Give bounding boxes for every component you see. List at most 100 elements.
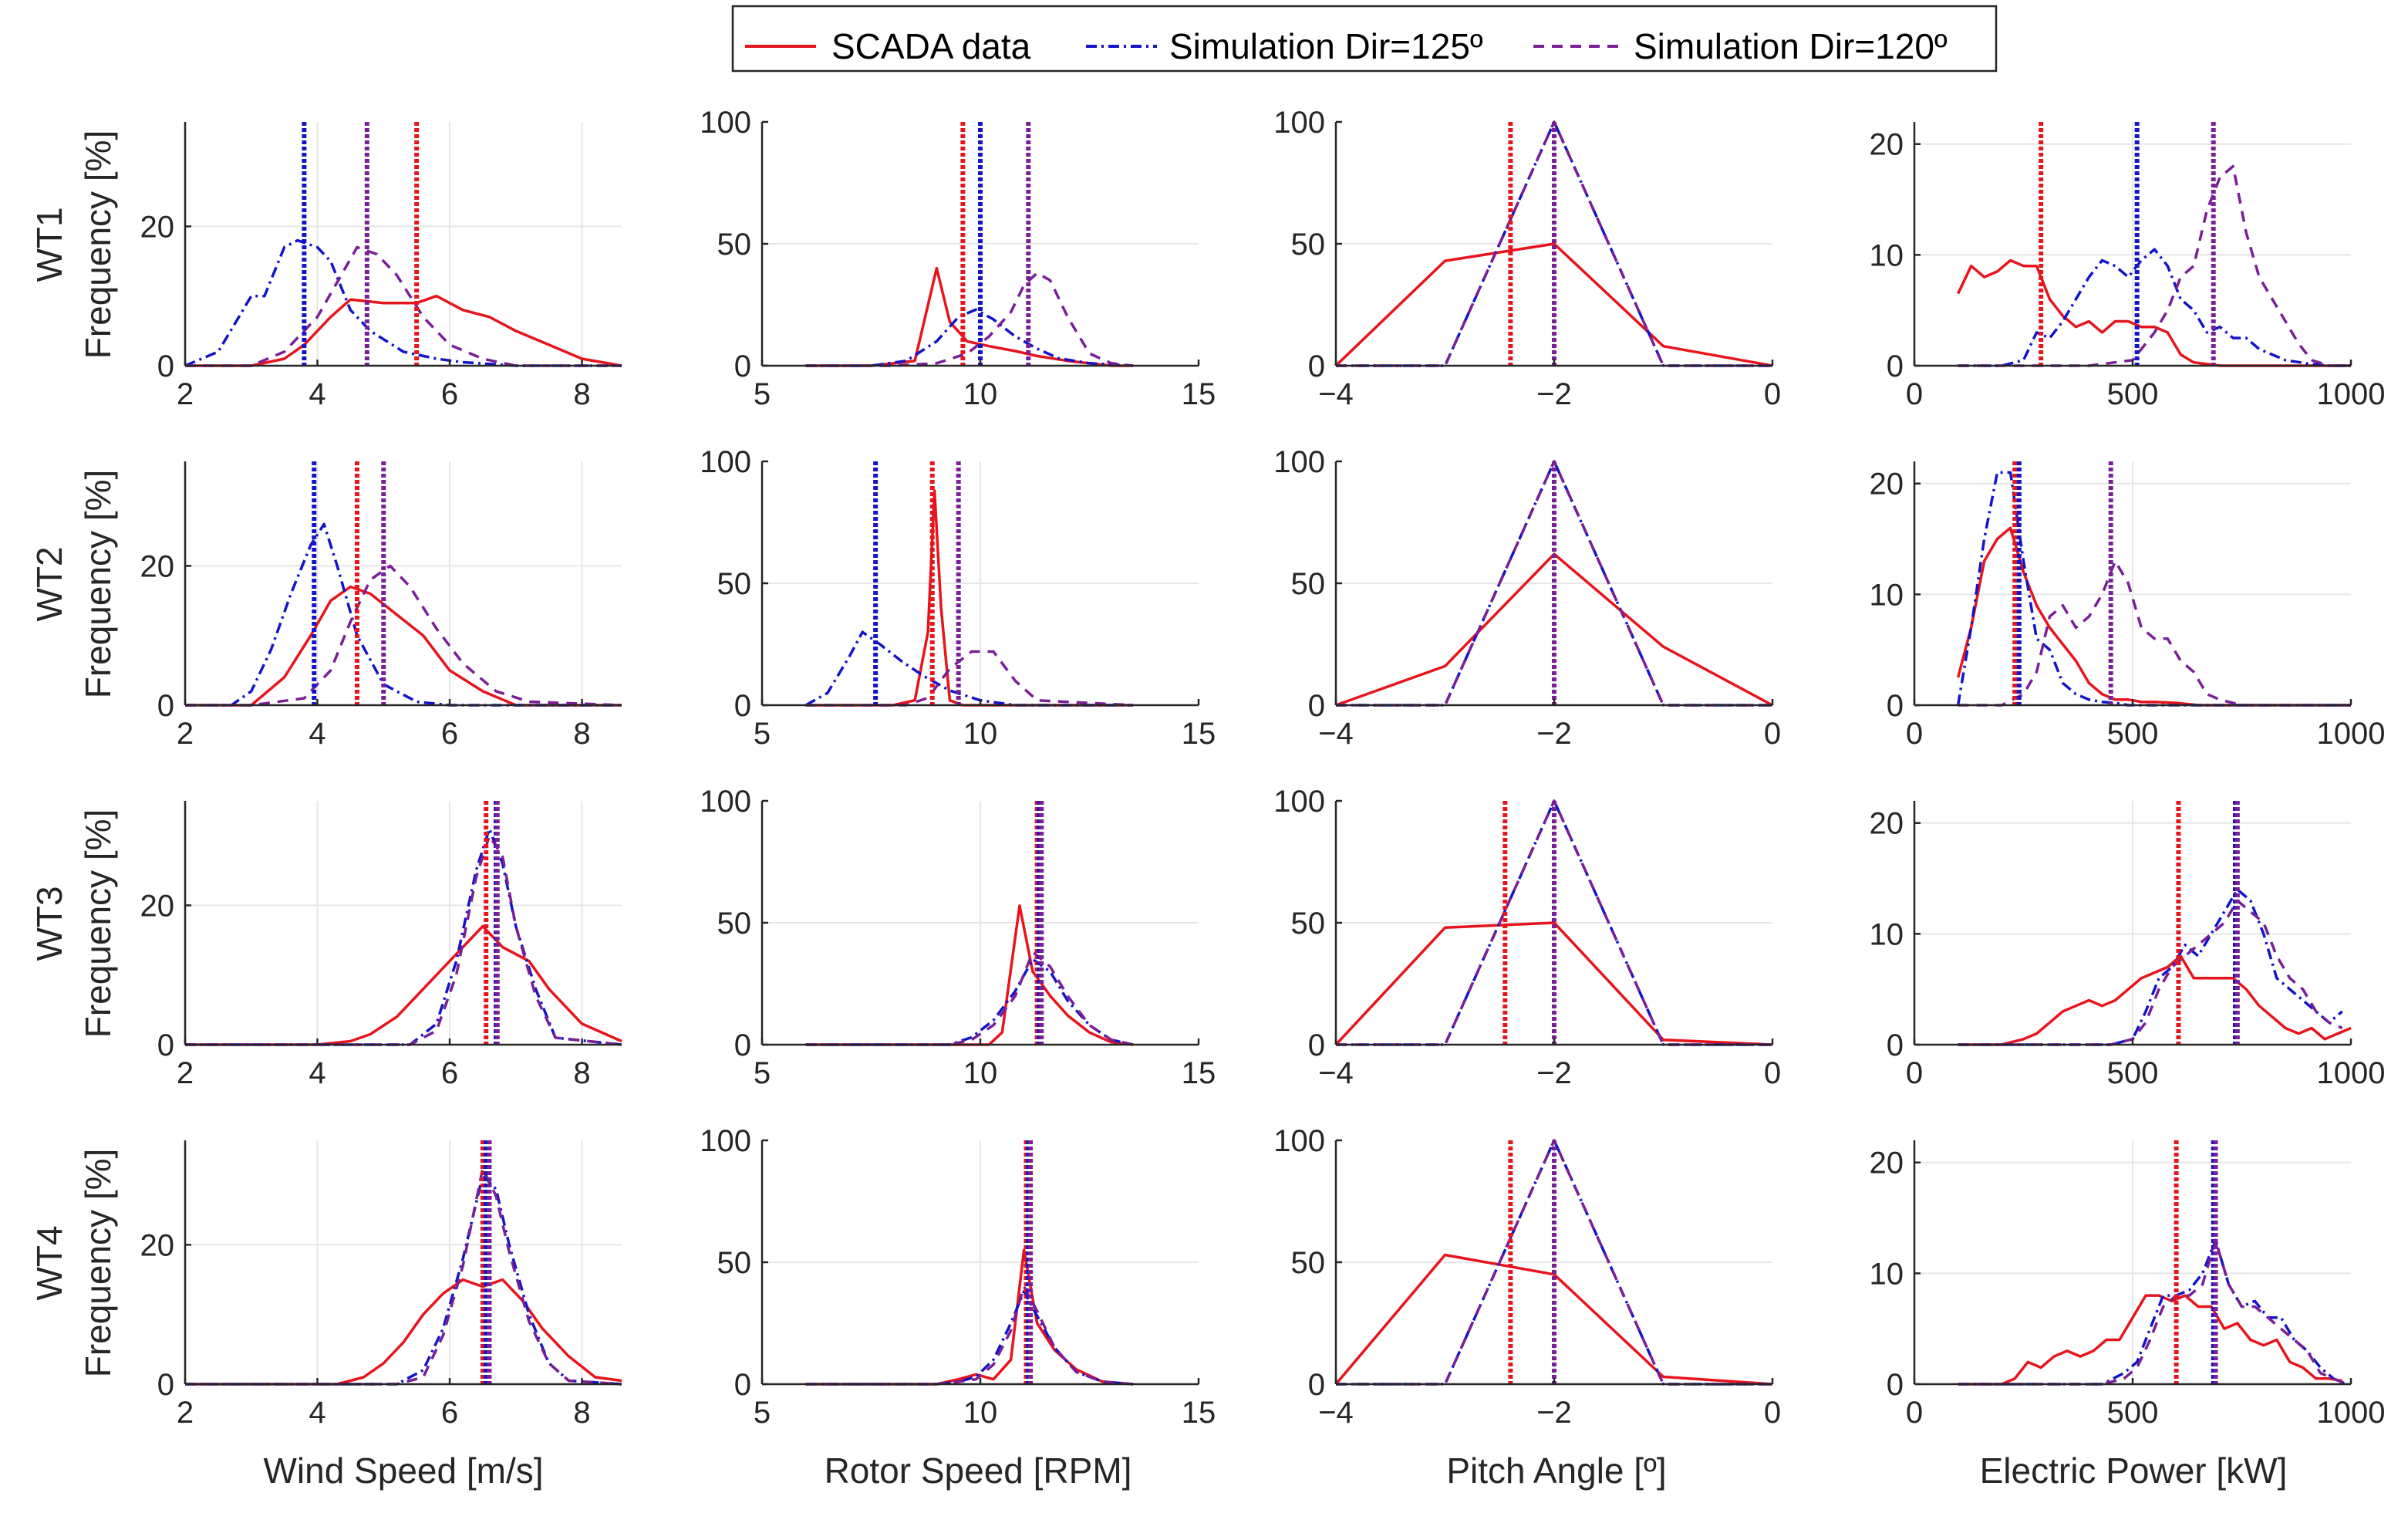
series-line-sim120	[185, 1167, 622, 1386]
series-line-scada	[1334, 242, 1773, 367]
x-tick-label: 1000	[2317, 717, 2386, 751]
y-tick-label: 20	[140, 549, 175, 583]
xlabel-rotor-speed: Rotor Speed [RPM]	[825, 1451, 1132, 1491]
subplot-r2c2: 5 10 15 0 50 100	[700, 445, 1216, 751]
x-tick-label: −4	[1318, 717, 1354, 751]
x-tick-label: 4	[309, 717, 325, 751]
x-tick-label: 6	[441, 1396, 458, 1430]
subplot-r4c2: 5 10 15 0 50 100	[700, 1124, 1216, 1430]
row-label-wt2: WT2	[29, 546, 69, 621]
series-line-sim125	[805, 308, 1134, 367]
y-tick-label: 50	[1291, 567, 1326, 601]
x-tick-label: 10	[963, 1056, 998, 1090]
x-tick-label: 4	[309, 1396, 325, 1430]
subplot-r4c1: 2 4 6 8 0 20	[140, 1140, 622, 1430]
series-line-scada	[1957, 258, 2351, 367]
x-tick-label: 2	[177, 1056, 194, 1090]
y-tick-label: 0	[734, 350, 751, 383]
x-tick-label: 10	[963, 717, 998, 751]
ylabel-row-4: Frequency [%]	[78, 1149, 118, 1378]
x-tick-label: 1000	[2317, 377, 2386, 411]
row-label-wt1: WT1	[29, 207, 69, 282]
xlabel-pitch-angle: Pitch Angle [º]	[1446, 1451, 1666, 1491]
x-tick-label: −2	[1536, 377, 1572, 411]
x-tick-label: 6	[441, 1056, 458, 1090]
y-tick-label: 0	[734, 1368, 751, 1402]
series-line-sim125	[1958, 1238, 2347, 1386]
y-tick-label: 0	[1887, 1368, 1904, 1402]
x-tick-label: −4	[1318, 1056, 1354, 1090]
y-tick-label: 0	[1887, 1028, 1904, 1062]
y-tick-label: 100	[700, 106, 751, 140]
x-tick-label: −4	[1318, 1396, 1354, 1430]
x-tick-label: 2	[177, 717, 194, 751]
x-tick-label: 5	[754, 1056, 771, 1090]
x-tick-label: −4	[1318, 377, 1354, 411]
x-tick-label: 6	[441, 717, 458, 751]
x-tick-label: 0	[1764, 1396, 1781, 1430]
y-tick-label: 100	[1273, 445, 1325, 479]
y-tick-label: 50	[717, 907, 752, 941]
subplot-r3c1: 2 4 6 8 0 20	[140, 801, 622, 1090]
x-tick-label: 15	[1182, 1396, 1216, 1430]
x-tick-label: 1000	[2317, 1056, 2386, 1090]
row-label-wt3: WT3	[29, 886, 69, 961]
x-tick-label: 8	[573, 1396, 590, 1430]
x-tick-label: 2	[177, 1396, 194, 1430]
y-tick-label: 10	[1870, 238, 1904, 272]
subplot-r2c3: −4 −2 0 0 50 100	[1273, 445, 1781, 751]
legend-label-sim120: Simulation Dir=120º	[1634, 26, 1948, 66]
y-tick-label: 20	[1870, 1147, 1904, 1180]
subplot-r3c4: 0 500 1000 0 10 20	[1870, 801, 2386, 1090]
series-line-scada	[1956, 526, 2351, 707]
y-tick-label: 100	[1273, 1124, 1325, 1158]
y-tick-label: 100	[1273, 106, 1325, 140]
x-tick-label: 2	[177, 377, 194, 411]
x-tick-label: 500	[2107, 377, 2159, 411]
y-tick-label: 100	[700, 445, 751, 479]
x-tick-label: 8	[573, 717, 590, 751]
subplot-r2c4: 0 500 1000 0 10 20	[1870, 461, 2386, 751]
x-tick-label: 500	[2107, 717, 2159, 751]
y-tick-label: 100	[700, 785, 751, 819]
y-tick-label: 20	[1870, 128, 1904, 162]
y-tick-label: 0	[1887, 689, 1904, 723]
y-tick-label: 50	[1291, 228, 1326, 262]
x-tick-label: 5	[754, 377, 771, 411]
series-line-scada	[185, 1278, 622, 1386]
series-line-sim120	[185, 245, 622, 367]
series-line-sim120	[1958, 164, 2351, 367]
y-tick-label: 20	[1870, 468, 1904, 502]
y-tick-label: 100	[700, 1124, 751, 1158]
series-line-scada	[1958, 954, 2352, 1046]
subplot-r2c1: 2 4 6 8 0 20	[140, 461, 622, 751]
legend-label-sim125: Simulation Dir=125º	[1169, 26, 1483, 66]
subplot-r3c3: −4 −2 0 0 50 100	[1273, 785, 1781, 1090]
x-tick-label: 10	[963, 377, 998, 411]
y-tick-label: 20	[1870, 807, 1904, 841]
y-tick-label: 10	[1870, 917, 1904, 951]
x-tick-label: 0	[1906, 377, 1923, 411]
xlabel-electric-power: Electric Power [kW]	[1980, 1451, 2288, 1491]
x-tick-label: 5	[754, 1396, 771, 1430]
series-line-sim120	[805, 1285, 1134, 1386]
series-line-scada	[185, 585, 622, 707]
ylabel-row-2: Frequency [%]	[78, 470, 118, 699]
series-line-sim125	[185, 827, 622, 1046]
row-label-wt4: WT4	[29, 1225, 69, 1300]
legend-box	[731, 5, 1998, 73]
legend-label-scada: SCADA data	[831, 26, 1031, 66]
x-tick-label: 15	[1182, 377, 1216, 411]
y-tick-label: 0	[1308, 689, 1325, 723]
series-line-sim120	[185, 564, 622, 707]
y-tick-label: 50	[1291, 1246, 1326, 1280]
series-line-sim125	[804, 630, 1134, 707]
x-tick-label: −2	[1536, 717, 1572, 751]
y-tick-label: 20	[140, 1228, 175, 1262]
series-line-sim125	[1958, 888, 2343, 1046]
x-tick-label: 8	[573, 1056, 590, 1090]
x-tick-label: 0	[1906, 1396, 1923, 1430]
x-tick-label: 15	[1182, 1056, 1216, 1090]
y-tick-label: 20	[140, 210, 175, 244]
